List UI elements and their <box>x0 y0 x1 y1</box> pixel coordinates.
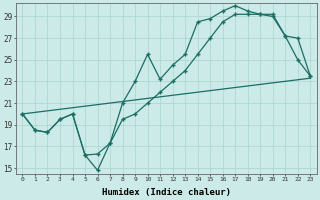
X-axis label: Humidex (Indice chaleur): Humidex (Indice chaleur) <box>102 188 231 197</box>
